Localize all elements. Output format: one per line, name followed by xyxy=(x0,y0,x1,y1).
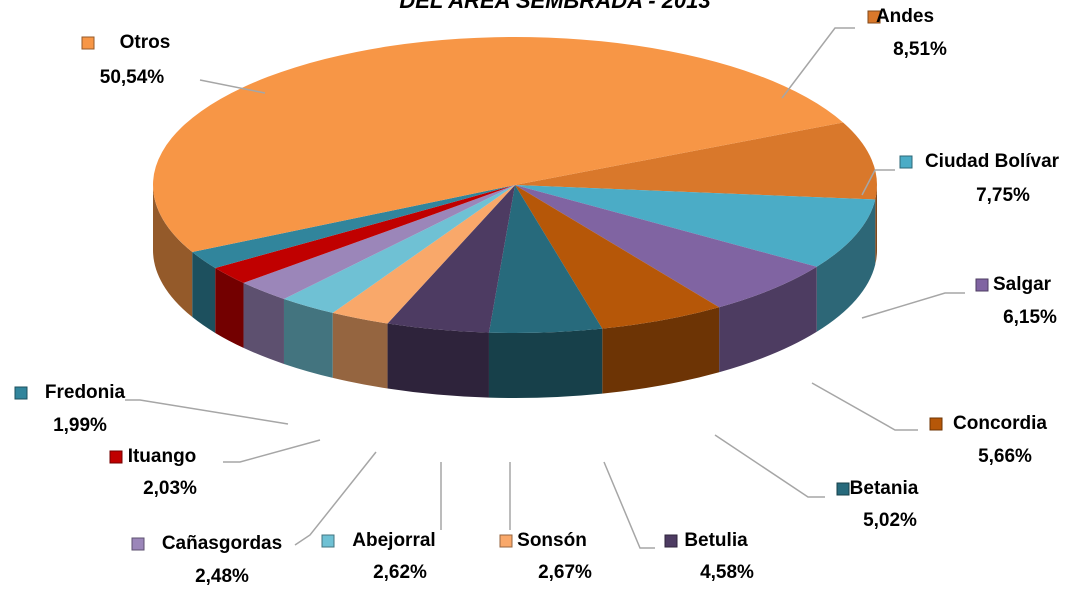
slice-side xyxy=(215,267,244,348)
value-label: 8,51% xyxy=(893,39,947,60)
slice xyxy=(387,185,515,333)
value-label: 5,02% xyxy=(863,510,917,531)
leader-line xyxy=(223,439,321,463)
category-label: Betania xyxy=(850,478,919,499)
leader-line xyxy=(781,27,855,99)
slice-side xyxy=(719,266,817,373)
legend-marker xyxy=(929,417,943,431)
slice-side xyxy=(153,185,193,318)
category-label: Fredonia xyxy=(45,382,126,403)
value-label: 4,58% xyxy=(700,562,754,583)
category-label: Ciudad Bolívar xyxy=(925,151,1060,172)
slice xyxy=(515,122,877,200)
leader-line xyxy=(125,399,289,425)
slice xyxy=(283,185,515,313)
legend-marker xyxy=(975,278,989,292)
slice xyxy=(215,185,515,283)
legend-marker xyxy=(81,36,95,50)
leader-line xyxy=(714,434,825,498)
chart-title: DEL AREA SEMBRADA - 2013 xyxy=(399,0,710,13)
slice xyxy=(192,185,515,268)
value-label: 2,03% xyxy=(143,478,197,499)
slice-side xyxy=(192,252,216,333)
value-label: 2,62% xyxy=(373,562,427,583)
slice xyxy=(515,185,817,308)
leader-line xyxy=(811,382,918,431)
slice xyxy=(515,185,876,267)
category-label: Andes xyxy=(876,6,934,27)
slice-side xyxy=(602,307,720,394)
legend-marker xyxy=(321,534,335,548)
value-label: 7,75% xyxy=(976,185,1030,206)
legend-marker xyxy=(836,482,850,496)
value-label: 2,48% xyxy=(195,566,249,587)
slice xyxy=(243,185,515,299)
legend-marker xyxy=(109,450,123,464)
slice-side xyxy=(488,328,603,398)
slice-side xyxy=(816,199,876,332)
slice xyxy=(153,37,844,253)
legend-marker xyxy=(664,534,678,548)
slice xyxy=(332,185,515,324)
legend-marker xyxy=(867,10,881,24)
slice-side xyxy=(875,185,877,265)
category-label: Concordia xyxy=(953,413,1047,434)
leader-line xyxy=(294,451,377,546)
category-label: Betulia xyxy=(684,530,748,551)
category-label: Sonsón xyxy=(517,530,587,551)
slice-side xyxy=(283,298,333,378)
value-label: 50,54% xyxy=(100,67,165,88)
leader-line xyxy=(603,461,655,549)
category-label: Abejorral xyxy=(352,530,435,551)
slice-side xyxy=(243,282,284,364)
legend-marker xyxy=(131,537,145,551)
slice-side xyxy=(332,312,388,389)
slice xyxy=(515,185,720,329)
category-label: Cañasgordas xyxy=(162,533,282,554)
leader-line xyxy=(861,292,965,319)
category-label: Salgar xyxy=(993,274,1052,295)
value-label: 5,66% xyxy=(978,446,1032,467)
legend-marker xyxy=(899,155,913,169)
slice-side xyxy=(387,323,489,398)
legend-marker xyxy=(499,534,513,548)
value-label: 2,67% xyxy=(538,562,592,583)
category-label: Ituango xyxy=(128,446,197,467)
legend-marker xyxy=(14,386,28,400)
value-label: 6,15% xyxy=(1003,307,1057,328)
value-label: 1,99% xyxy=(53,415,107,436)
leader-line xyxy=(199,79,266,94)
slice xyxy=(488,185,603,333)
category-label: Otros xyxy=(120,32,171,53)
leader-line xyxy=(861,169,895,196)
